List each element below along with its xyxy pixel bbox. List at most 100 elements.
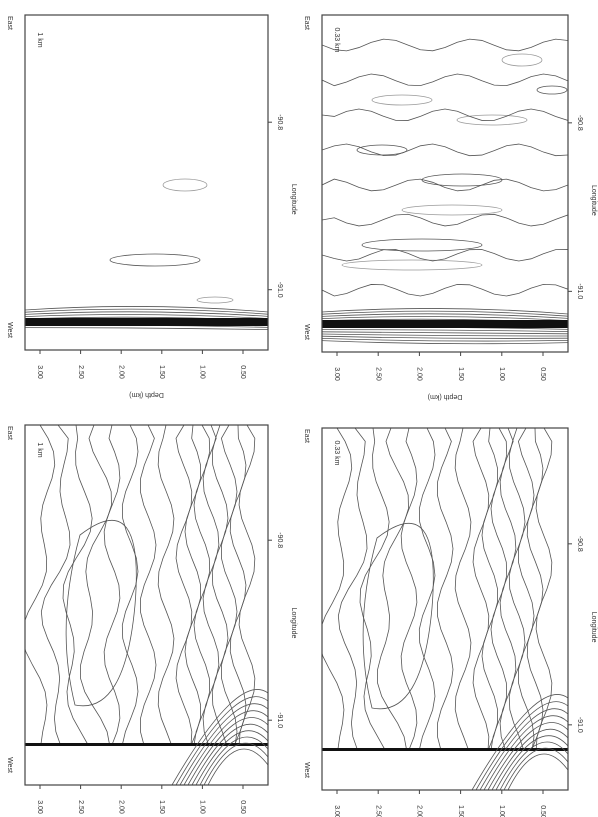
panel-label: 0.33 km	[333, 28, 340, 53]
lon-axis-label: Longitude	[290, 184, 297, 215]
lon-tick-label: -90.8	[576, 115, 583, 131]
lon-tick-label: -90.8	[276, 532, 283, 548]
contour	[121, 425, 139, 746]
depth-tick-label: 1.00	[498, 367, 505, 381]
depth-tick-label: 1.50	[457, 367, 464, 381]
boundary-band	[25, 743, 268, 746]
contour	[479, 708, 568, 790]
lon-axis-label: Longitude	[590, 612, 597, 643]
contour	[322, 428, 353, 751]
contour	[322, 340, 568, 345]
contour	[507, 753, 568, 790]
contour	[361, 238, 483, 252]
contours	[25, 178, 268, 330]
contour	[183, 710, 268, 785]
depth-tick-label: 3.00	[36, 800, 43, 814]
depth-tick-label: 1.00	[199, 800, 206, 814]
contour	[157, 425, 175, 746]
contour	[454, 428, 472, 751]
contour	[322, 310, 568, 317]
contour	[175, 425, 193, 746]
panel-frame	[24, 14, 269, 351]
depth-tick-label: 2.50	[77, 365, 84, 379]
west-label: West	[303, 324, 310, 340]
panel: 0.33 kmWestEast3.002.502.001.501.000.50D…	[303, 427, 597, 817]
contour	[517, 428, 535, 751]
boundary-band	[25, 318, 268, 326]
depth-tick-label: 2.50	[374, 805, 381, 817]
contour	[341, 259, 483, 271]
contour	[103, 425, 121, 746]
lon-tick-label: -90.8	[576, 536, 583, 552]
contour	[472, 428, 490, 751]
contour	[337, 428, 368, 751]
panel: 1 km West East 3.00 2.50 2.00 1.50 1.00 0.50 Dept…	[6, 14, 297, 398]
depth-tick-label: 1.00	[199, 365, 206, 379]
depth-tick-label: 2.50	[374, 367, 381, 381]
contour	[25, 308, 268, 315]
depth-tick-label: 2.00	[117, 800, 124, 814]
depth-tick-label: 2.50	[77, 800, 84, 814]
contour	[322, 178, 568, 192]
contour	[421, 173, 503, 187]
depth-tick-label: 1.50	[158, 365, 165, 379]
contour	[179, 703, 268, 785]
boundary-band	[322, 748, 568, 751]
west-label: West	[6, 757, 13, 773]
contour	[471, 694, 568, 790]
contour	[483, 715, 568, 790]
panel-label: 1 km	[36, 442, 43, 457]
depth-tick-label: 2.00	[416, 805, 423, 817]
contour	[322, 213, 568, 227]
contour	[359, 428, 390, 751]
contour	[481, 428, 499, 751]
contour	[203, 742, 268, 785]
contour	[238, 425, 256, 746]
contour	[62, 425, 93, 746]
depth-tick-label: 2.00	[416, 367, 423, 381]
panel-frame	[321, 14, 569, 353]
panel-frame	[24, 424, 269, 786]
boundary-band	[322, 320, 568, 328]
contour	[322, 143, 568, 157]
depth-tick-label: 0.50	[239, 800, 246, 814]
contour	[196, 296, 234, 304]
lon-tick-label: -90.8	[276, 114, 283, 130]
contour	[377, 428, 409, 751]
contour	[535, 428, 553, 751]
depth-tick-label: 0.50	[239, 365, 246, 379]
contours	[322, 428, 568, 790]
contour	[80, 425, 112, 746]
contour	[211, 425, 229, 746]
contour	[508, 428, 526, 751]
depth-axis-label: Depth (km)	[129, 391, 164, 398]
contour	[139, 425, 157, 746]
depth-tick-label: 0.50	[539, 805, 546, 817]
contour	[322, 316, 568, 321]
contour	[65, 519, 137, 707]
contour	[322, 335, 568, 339]
depth-tick-label: 0.50	[539, 367, 546, 381]
contour	[207, 748, 268, 785]
contour	[362, 522, 434, 710]
contour	[25, 425, 56, 746]
contour	[322, 108, 568, 121]
contour	[25, 311, 268, 317]
east-label: East	[6, 16, 13, 30]
lon-axis-label: Longitude	[590, 185, 597, 216]
contour	[490, 428, 508, 751]
contour	[171, 689, 268, 785]
contours	[322, 38, 568, 345]
west-label: West	[6, 322, 13, 338]
depth-tick-label: 1.50	[158, 800, 165, 814]
contour	[322, 283, 568, 297]
contour	[40, 425, 71, 746]
lon-tick-label: -91.0	[276, 712, 283, 728]
contour	[436, 428, 454, 751]
contour	[491, 728, 568, 790]
contour	[322, 38, 568, 52]
contour	[25, 314, 268, 319]
panel-frame	[321, 427, 569, 791]
lon-axis-label: Longitude	[290, 608, 297, 639]
